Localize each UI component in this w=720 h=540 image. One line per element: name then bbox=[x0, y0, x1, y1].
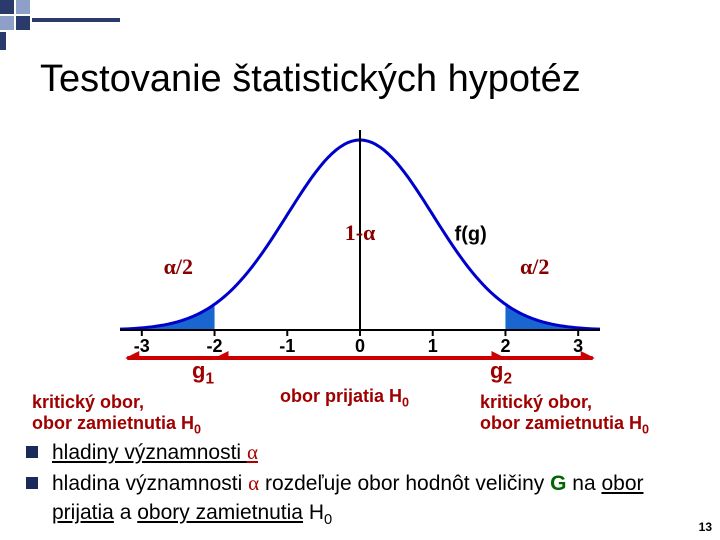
density-chart: -3-2-10123f(g)1-αα/2α/2 bbox=[90, 120, 630, 360]
bullet-icon bbox=[26, 446, 38, 458]
svg-text:-1: -1 bbox=[279, 336, 295, 356]
svg-text:1-α: 1-α bbox=[345, 220, 376, 245]
svg-text:1: 1 bbox=[428, 336, 438, 356]
right-critical-region-label: g2 kritický obor, obor zamietnutia H0 bbox=[480, 362, 649, 437]
bullet-item: hladiny významnosti α bbox=[26, 438, 706, 467]
left-critical-region-label: g1 kritický obor, obor zamietnutia H0 bbox=[32, 362, 201, 437]
svg-text:0: 0 bbox=[355, 336, 365, 356]
slide-title: Testovanie štatistických hypotéz bbox=[40, 58, 700, 101]
svg-text:2: 2 bbox=[500, 336, 510, 356]
bullet-item: hladina významnosti α rozdeľuje obor hod… bbox=[26, 469, 706, 530]
acceptance-region-label: obor prijatia H0 bbox=[280, 386, 409, 410]
slide-number: 13 bbox=[699, 520, 712, 534]
bullet-list: hladiny významnosti α hladina významnost… bbox=[26, 438, 706, 533]
bullet-icon bbox=[26, 477, 38, 489]
svg-text:α/2: α/2 bbox=[520, 254, 549, 279]
svg-text:α/2: α/2 bbox=[164, 254, 193, 279]
corner-decoration bbox=[0, 0, 120, 50]
svg-text:f(g): f(g) bbox=[455, 223, 487, 245]
svg-text:-2: -2 bbox=[207, 336, 223, 356]
